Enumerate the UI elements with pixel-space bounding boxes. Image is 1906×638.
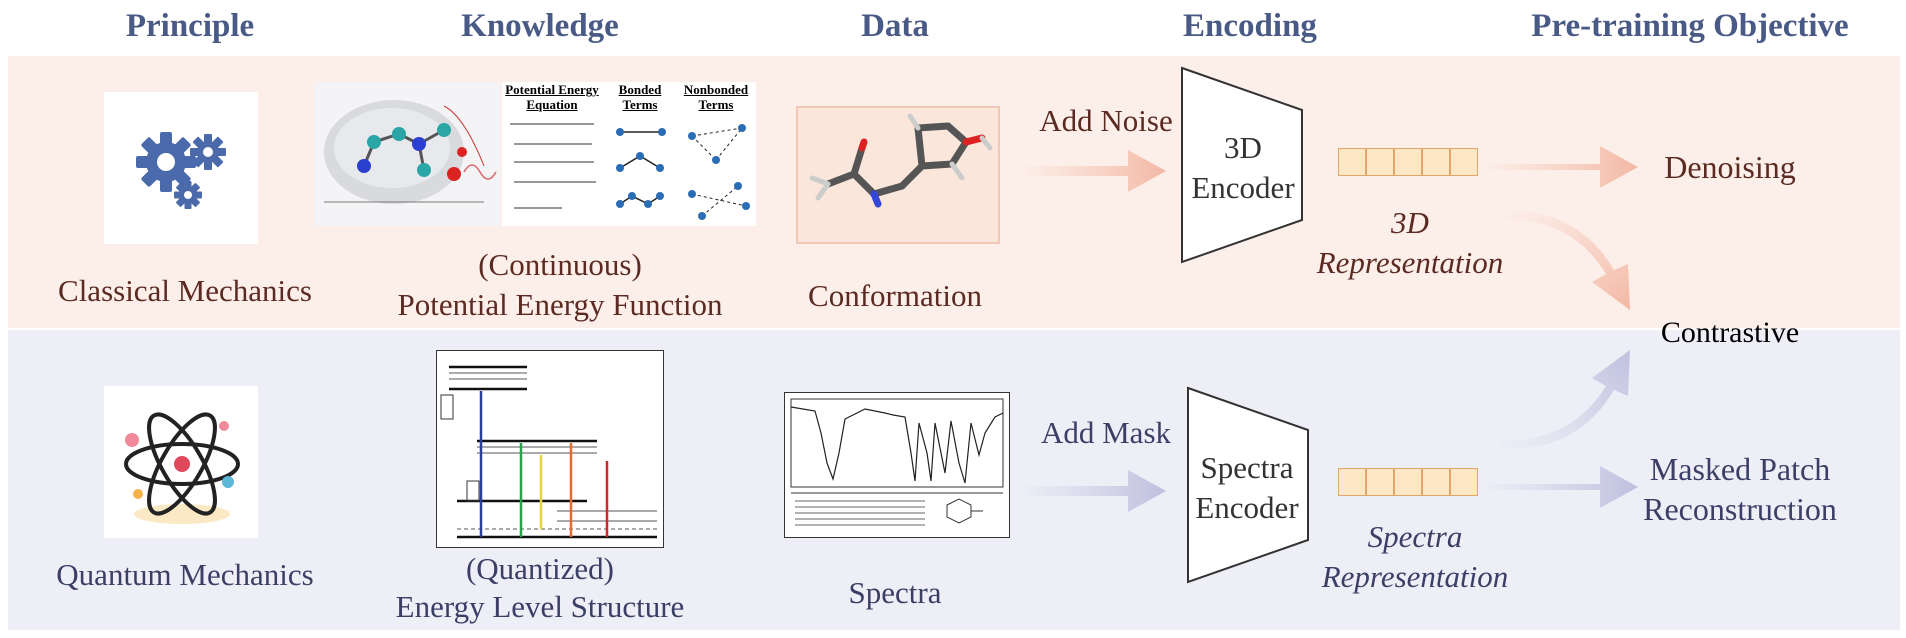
3d-encoder-label: 3D Encoder bbox=[1178, 128, 1308, 208]
3d-representation-line2: Representation bbox=[1316, 245, 1504, 280]
token bbox=[1366, 148, 1394, 176]
header-encoding: Encoding bbox=[1183, 8, 1317, 44]
pe-equation-terms-graphic bbox=[510, 123, 750, 220]
add-mask-arrow bbox=[1018, 470, 1166, 512]
pe-equation-title-line2: Equation bbox=[526, 97, 578, 112]
add-mask-label: Add Mask bbox=[1040, 415, 1172, 450]
header-data: Data bbox=[861, 8, 929, 44]
token bbox=[1338, 468, 1366, 496]
spectra-representation-line2: Representation bbox=[1321, 559, 1509, 594]
gears-icon bbox=[104, 92, 258, 244]
quantized-label: (Quantized) bbox=[465, 551, 615, 586]
bonded-terms-line2: Terms bbox=[622, 97, 658, 112]
3d-representation-line1: 3D bbox=[1391, 205, 1429, 240]
contrastive-label: Contrastive bbox=[1660, 316, 1800, 349]
classical-mechanics-label: Classical Mechanics bbox=[58, 273, 312, 308]
spectra-encoder-label: Spectra Encoder bbox=[1180, 448, 1314, 528]
molecule-icon bbox=[796, 106, 1000, 244]
molecule-surface-icon bbox=[314, 82, 500, 226]
nonbonded-terms-line1: Nonbonded bbox=[683, 82, 749, 97]
add-noise-label: Add Noise bbox=[1039, 103, 1173, 138]
token bbox=[1422, 468, 1450, 496]
masked-patch-line1: Masked Patch bbox=[1649, 451, 1831, 487]
header-knowledge: Knowledge bbox=[461, 8, 619, 44]
jablonski-diagram-icon bbox=[436, 350, 664, 548]
potential-energy-equation-card: Potential Energy Equation Bonded Terms N… bbox=[502, 82, 756, 226]
3d-encoder-line1: 3D bbox=[1224, 130, 1262, 165]
atom-icon bbox=[104, 386, 258, 538]
denoising-label: Denoising bbox=[1664, 149, 1796, 185]
token bbox=[1366, 468, 1394, 496]
header-pretraining-objective: Pre-training Objective bbox=[1531, 8, 1849, 44]
bonded-terms-line1: Bonded bbox=[618, 82, 662, 97]
spectra-representation-tokens bbox=[1338, 468, 1478, 496]
spectra-encoder-block bbox=[1187, 386, 1309, 584]
3d-representation-tokens bbox=[1338, 148, 1478, 176]
token bbox=[1450, 468, 1478, 496]
to-contrastive-arrow-top bbox=[1500, 211, 1630, 310]
pe-equation-title-line1: Potential Energy bbox=[505, 82, 599, 97]
to-denoising-arrow bbox=[1480, 146, 1638, 188]
spectra-encoder-line2: Encoder bbox=[1195, 490, 1299, 525]
to-contrastive-arrow-bottom bbox=[1500, 350, 1630, 449]
continuous-label: (Continuous) bbox=[478, 247, 642, 282]
3d-encoder-block bbox=[1181, 66, 1303, 264]
reconstruction-line2: Reconstruction bbox=[1643, 491, 1837, 527]
energy-level-structure-label: Energy Level Structure bbox=[395, 589, 685, 624]
token bbox=[1450, 148, 1478, 176]
token bbox=[1422, 148, 1450, 176]
to-masked-reconstruction-arrow bbox=[1480, 466, 1638, 508]
3d-encoder-line2: Encoder bbox=[1191, 170, 1295, 205]
potential-energy-function-label: Potential Energy Function bbox=[397, 287, 723, 322]
quantum-mechanics-label: Quantum Mechanics bbox=[56, 557, 314, 592]
add-noise-arrow bbox=[1018, 150, 1166, 192]
token bbox=[1394, 148, 1422, 176]
nonbonded-terms-line2: Terms bbox=[698, 97, 734, 112]
spectrum-plot-icon bbox=[784, 392, 1010, 538]
token bbox=[1338, 148, 1366, 176]
spectra-label: Spectra bbox=[848, 575, 942, 610]
token bbox=[1394, 468, 1422, 496]
spectra-representation-line1: Spectra bbox=[1367, 519, 1463, 554]
header-principle: Principle bbox=[125, 8, 255, 44]
spectra-encoder-line1: Spectra bbox=[1200, 450, 1294, 485]
conformation-label: Conformation bbox=[808, 278, 982, 313]
